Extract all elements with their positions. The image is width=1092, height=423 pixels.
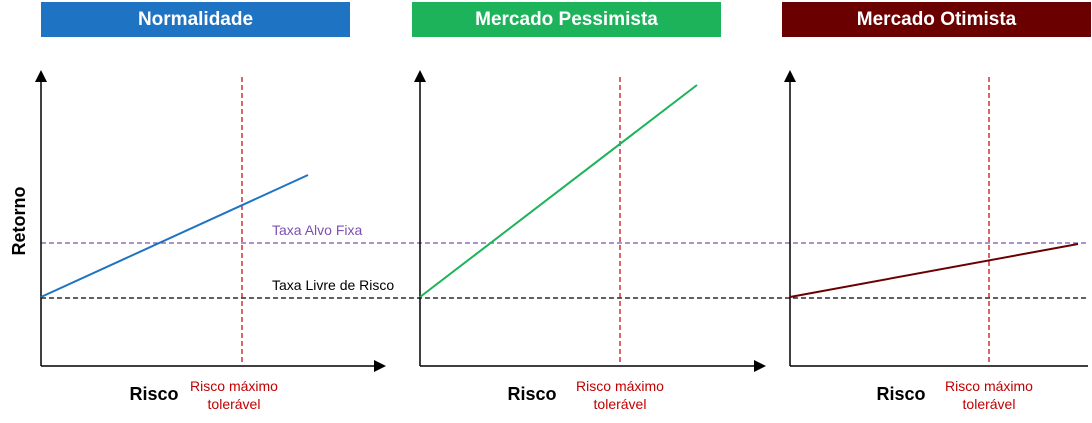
max-risk-label-line1: Risco máximo [945, 378, 1033, 394]
panel-mercado-otimista [784, 70, 1088, 367]
taxa-alvo-fixa-label: Taxa Alvo Fixa [272, 222, 362, 238]
y-axis-label: Retorno [9, 187, 29, 256]
taxa-livre-de-risco-label: Taxa Livre de Risco [272, 277, 394, 293]
max-risk-label-line1: Risco máximo [190, 378, 278, 394]
panel-normalidade [35, 70, 386, 372]
return-line-otimista [789, 243, 1079, 298]
x-axis-label: Risco [876, 384, 925, 404]
panel-title-mercado-otimista: Mercado Otimista [782, 2, 1091, 37]
max-risk-label-line2: tolerável [963, 396, 1016, 412]
x-axis-label: Risco [129, 384, 178, 404]
return-line-pessimista [419, 84, 698, 298]
max-risk-label-line2: tolerável [594, 396, 647, 412]
max-risk-label-line1: Risco máximo [576, 378, 664, 394]
x-axis-label: Risco [507, 384, 556, 404]
panel-title-mercado-pessimista: Mercado Pessimista [412, 2, 721, 37]
panel-title-normalidade: Normalidade [41, 2, 350, 37]
max-risk-label-line2: tolerável [208, 396, 261, 412]
return-line-normalidade [40, 174, 309, 298]
panel-mercado-pessimista [414, 70, 766, 372]
